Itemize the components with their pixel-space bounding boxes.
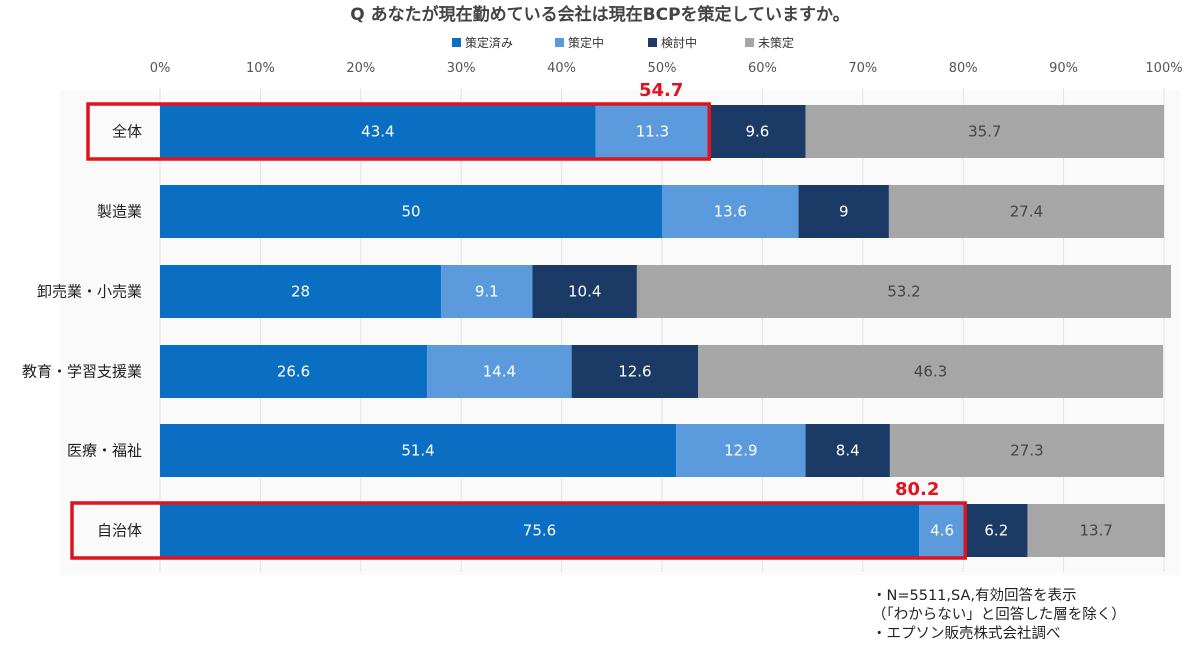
category-label: 製造業 [97, 203, 142, 221]
data-label: 4.6 [930, 522, 954, 540]
data-label: 43.4 [361, 123, 394, 141]
footnote-3: ・エプソン販売株式会社調べ [872, 625, 1061, 642]
data-label: 53.2 [887, 283, 920, 301]
data-label: 6.2 [984, 522, 1008, 540]
footnote-1: ・N=5511,SA,有効回答を表示 [872, 587, 1077, 604]
data-label: 11.3 [636, 123, 669, 141]
highlight-box [70, 501, 967, 560]
x-tick-label: 100% [1145, 61, 1182, 76]
bar-segment [888, 185, 1164, 238]
data-label: 28 [291, 283, 310, 301]
category-label: 自治体 [97, 522, 142, 540]
bar-segment [532, 265, 637, 318]
data-label: 51.4 [401, 442, 434, 460]
x-tick-label: 60% [748, 61, 777, 76]
bar-segment [571, 345, 699, 398]
category-label: 卸売業・小売業 [37, 283, 142, 301]
data-label: 9.6 [745, 123, 769, 141]
x-tick-label: 30% [447, 61, 476, 76]
data-label: 46.3 [914, 363, 947, 381]
data-label: 27.4 [1010, 203, 1043, 221]
x-tick-label: 10% [246, 61, 275, 76]
highlight-box [86, 102, 711, 161]
footnotes: ・N=5511,SA,有効回答を表示 （「わからない」と回答した層を除く） ・エ… [872, 587, 1126, 642]
x-tick-label: 0% [150, 61, 171, 76]
x-tick-label: 20% [346, 61, 375, 76]
legend-label: 検討中 [661, 35, 697, 50]
bar-segment [798, 185, 889, 238]
legend-label: 策定済み [465, 35, 513, 50]
category-label: 医療・福祉 [67, 442, 142, 460]
data-label: 13.6 [714, 203, 747, 221]
bar-segment [595, 105, 710, 158]
bar-segment [965, 504, 1028, 557]
legend-label: 策定中 [568, 35, 604, 50]
highlight-value-label: 80.2 [895, 479, 939, 500]
bar-segment [698, 345, 1163, 398]
data-label: 27.3 [1010, 442, 1043, 460]
data-label: 10.4 [568, 283, 601, 301]
legend-swatch [452, 38, 461, 47]
bar-segment [160, 265, 442, 318]
x-tick-label: 90% [1049, 61, 1078, 76]
legend: 策定済み 策定中 検討中 未策定 [452, 35, 794, 50]
bar-segment [805, 424, 890, 477]
x-tick-label: 80% [949, 61, 978, 76]
data-label: 35.7 [968, 123, 1001, 141]
bar-segment [662, 185, 799, 238]
bar-segment [805, 105, 1164, 158]
bar-segment [709, 105, 806, 158]
category-label: 教育・学習支援業 [22, 363, 142, 381]
bar-segment [919, 504, 966, 557]
x-tick-label: 70% [848, 61, 877, 76]
bar-segment [676, 424, 806, 477]
data-label: 9.1 [475, 283, 499, 301]
data-label: 12.9 [724, 442, 757, 460]
x-axis-ticks: 0% 10% 20% 30% 40% 50% 60% 70% 80% 90% 100% [150, 61, 1183, 76]
bar-segment [889, 424, 1164, 477]
chart-title: Q あなたが現在勤めている会社は現在BCPを策定していますか。 [350, 4, 849, 25]
bar-segment [427, 345, 572, 398]
data-label: 14.4 [483, 363, 516, 381]
gridlines [159, 88, 1165, 572]
data-label: 26.6 [277, 363, 310, 381]
legend-label: 未策定 [758, 35, 794, 50]
x-tick-label: 40% [547, 61, 576, 76]
plot-area-background [60, 90, 1180, 575]
x-tick-label: 50% [648, 61, 677, 76]
bar-segment [160, 185, 662, 238]
bar-segment [160, 504, 920, 557]
data-label: 9 [839, 203, 849, 221]
legend-swatch [555, 38, 564, 47]
bar-segment [636, 265, 1172, 318]
data-label: 50 [401, 203, 420, 221]
bar-segment [160, 105, 596, 158]
data-label: 13.7 [1080, 522, 1113, 540]
bar-segment [160, 424, 677, 477]
bar-segment [160, 345, 428, 398]
bar-segment [441, 265, 533, 318]
data-label: 12.6 [618, 363, 651, 381]
legend-swatch [648, 38, 657, 47]
bars: 43.4 11.3 9.6 35.7 50 13.6 9 27.4 28 9.1 10.4 53.2 2… [160, 105, 1172, 557]
category-label: 全体 [112, 123, 142, 141]
highlight-boxes: 54.7 80.2 [70, 80, 967, 560]
highlight-value-label: 54.7 [639, 80, 683, 101]
legend-swatch [745, 38, 754, 47]
data-label: 75.6 [523, 522, 556, 540]
data-label: 8.4 [836, 442, 860, 460]
footnote-2: （「わからない」と回答した層を除く） [872, 606, 1126, 623]
bar-segment [1027, 504, 1166, 557]
